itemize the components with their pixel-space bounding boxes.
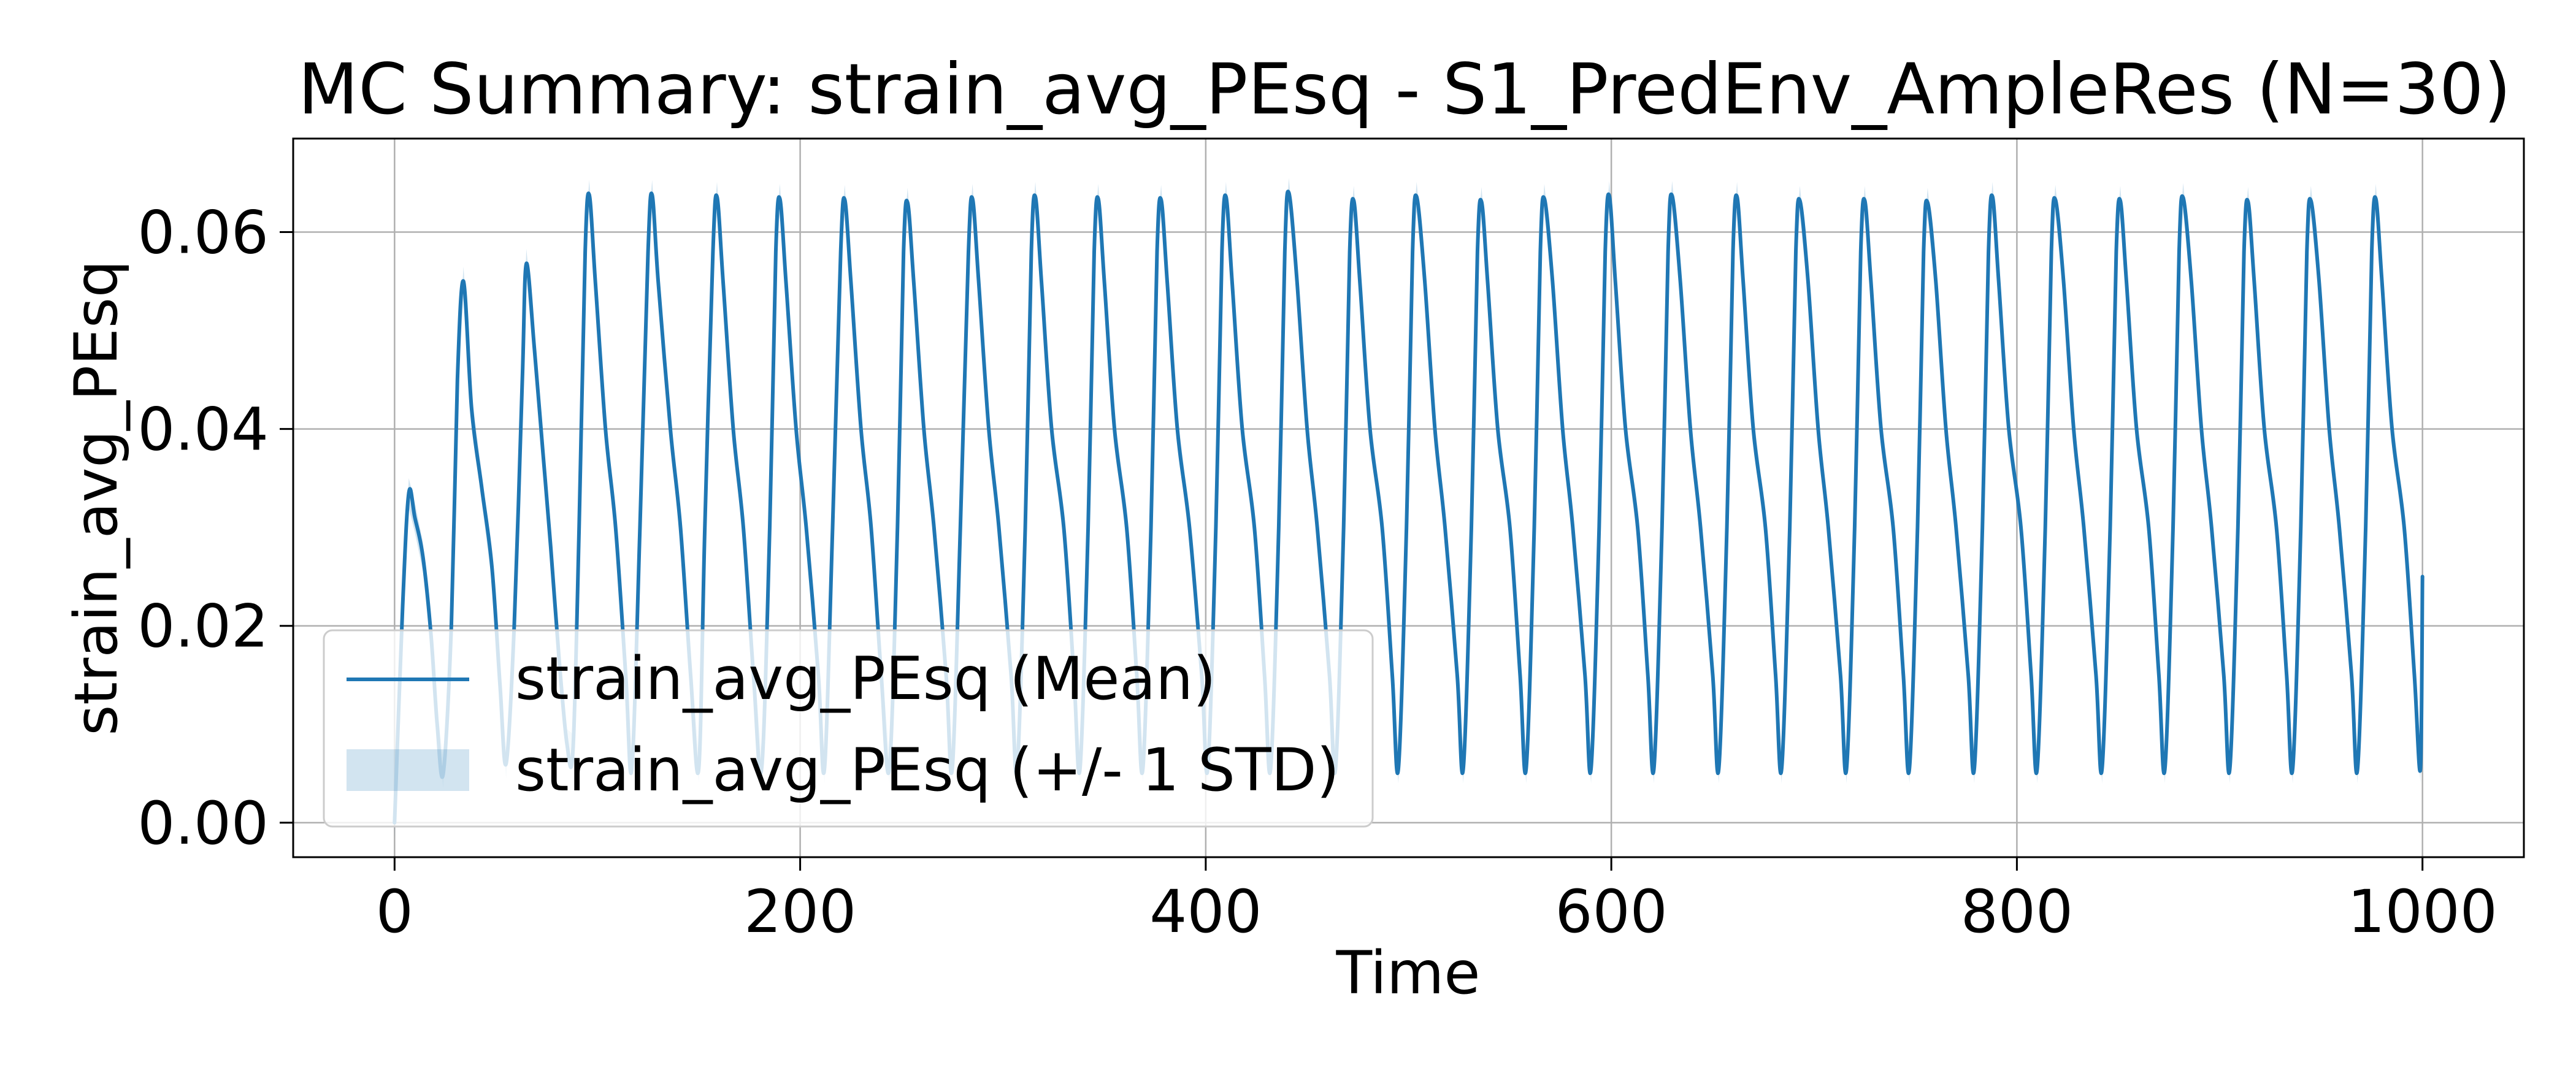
y-axis-ticks: 0.00 0.02 0.04 0.06 <box>137 199 293 858</box>
x-tick-label: 0 <box>376 877 413 946</box>
mean-line <box>393 189 2425 825</box>
legend: strain_avg_PEsq (Mean) strain_avg_PEsq (… <box>323 629 1374 828</box>
chart-title: MC Summary: strain_avg_PEsq - S1_PredEnv… <box>298 48 2511 130</box>
x-tick-label: 200 <box>744 877 856 946</box>
legend-std-swatch <box>347 749 469 791</box>
x-tick-label: 800 <box>1961 877 2073 946</box>
plot-frame <box>292 137 2525 858</box>
x-tick-label: 400 <box>1149 877 1262 946</box>
legend-std-label: strain_avg_PEsq (+/- 1 STD) <box>515 736 1340 804</box>
x-axis-ticks: 0 200 400 600 800 1000 <box>376 857 2497 946</box>
mean-line-layer <box>393 189 2425 825</box>
gridlines <box>293 139 2524 857</box>
y-tick-label: 0.04 <box>137 395 269 464</box>
x-tick-label: 1000 <box>2348 877 2497 946</box>
legend-box <box>323 629 1374 828</box>
y-tick-label: 0.00 <box>137 789 269 858</box>
x-axis-label: Time <box>1336 939 1481 1007</box>
legend-mean-label: strain_avg_PEsq (Mean) <box>515 644 1216 713</box>
y-tick-label: 0.02 <box>137 592 269 661</box>
y-tick-label: 0.06 <box>137 199 269 267</box>
x-tick-label: 600 <box>1555 877 1668 946</box>
y-axis-label: strain_avg_PEsq <box>62 260 131 736</box>
